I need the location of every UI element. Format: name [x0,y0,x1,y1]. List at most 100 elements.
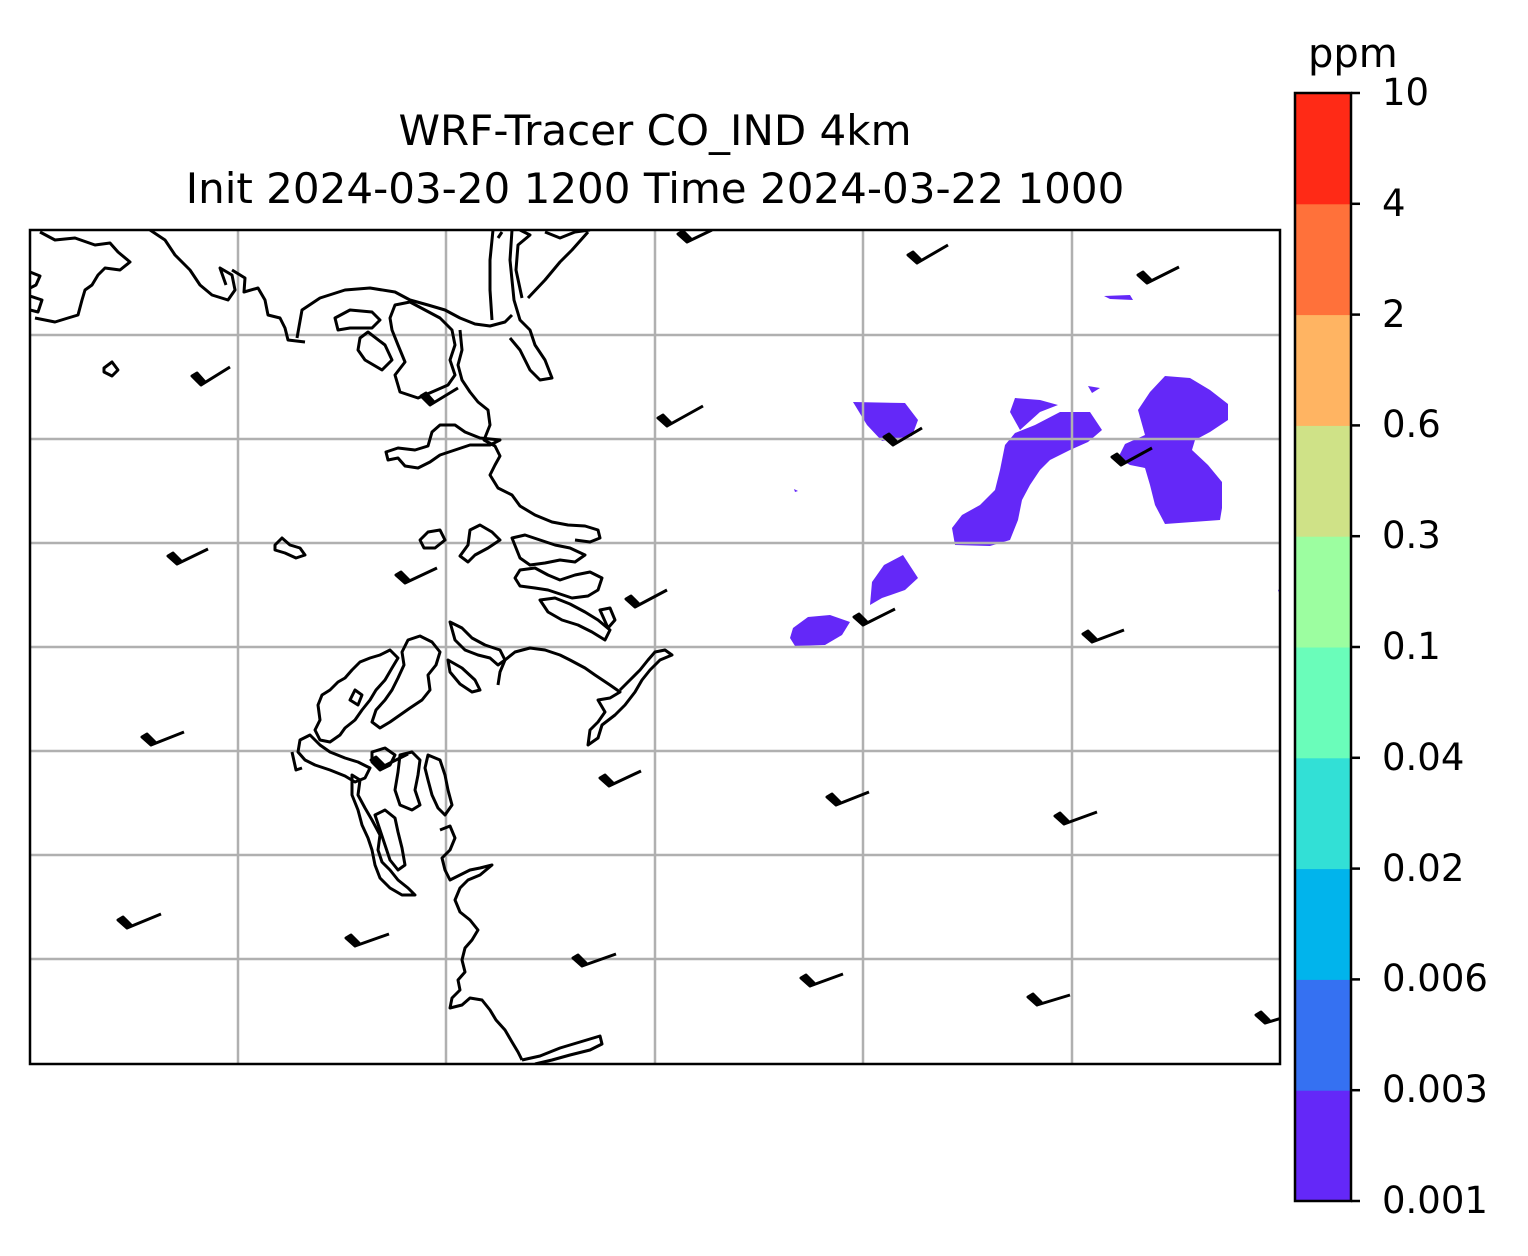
coastline [510,533,587,567]
wind-barb [1081,628,1125,644]
plume-patch [1010,398,1058,430]
colorbar-bin [1295,868,1351,980]
wind-barb [419,386,459,407]
coastline [448,620,507,667]
coastline [384,423,502,470]
wind-barb [166,547,209,566]
wind-barb [369,752,409,770]
colorbar-tick-label: 0.003 [1382,1068,1488,1112]
coastlines [30,230,674,1064]
wind-barb [852,607,896,627]
colorbar-tick-label: 0.001 [1382,1179,1488,1222]
coastline [496,659,507,686]
wind-barb [1053,810,1098,826]
wind-barb [571,952,617,968]
colorbar-ticks [1351,91,1360,1203]
coastline [102,360,120,378]
wind-barb [344,932,390,948]
coastline [538,596,612,642]
coastline [458,523,502,564]
wind-barb [799,972,844,988]
coastline [333,308,382,332]
wind-barb [656,404,704,428]
coastline [296,733,372,784]
coastline [456,329,602,544]
colorbar-bin [1295,647,1351,759]
plume-patch [1088,386,1100,393]
colorbar-tick-label: 0.6 [1382,403,1441,447]
plume-patch [870,555,918,605]
wind-barb [825,790,870,807]
colorbar-tick-label: 0.1 [1382,625,1441,668]
wind-barb [882,426,923,447]
coastline [526,231,590,300]
tracer-plumes [790,295,1280,646]
wind-barb [394,566,438,585]
coastline [290,751,303,772]
wind-barb [624,588,668,609]
plume-patch [1118,376,1228,524]
coastline [356,330,394,372]
coastline [508,230,554,382]
map-title-line1: WRF-Tracer CO_IND 4km [398,106,912,155]
coastline [388,300,457,400]
wind-barbs [116,230,1280,1025]
wind-barb [116,912,162,930]
coastline [30,270,42,290]
wind-barb [1136,265,1180,285]
plume-patch [853,402,918,441]
map-title-line2: Init 2024-03-20 1200 Time 2024-03-22 100… [185,164,1125,213]
wind-barb [1254,1010,1280,1025]
coastline [513,566,604,600]
coastline [348,688,364,707]
colorbar-tick-label: 0.006 [1382,957,1488,1001]
wind-barb [190,365,231,387]
plume-patch [790,615,850,646]
colorbar [1295,93,1351,1202]
wind-barb [140,730,185,747]
colorbar-tick-label: 0.04 [1382,735,1465,779]
coastline [34,230,132,324]
coastline [446,658,482,694]
coastline [273,536,307,560]
coastline [598,606,617,630]
coastline [439,824,524,1061]
colorbar-bin [1295,425,1351,537]
coastline [370,634,442,730]
plume-patch [1104,295,1133,300]
coastline [373,808,407,872]
coastline [30,294,44,314]
colorbar-bin [1295,314,1351,426]
map-grid [30,230,1280,1064]
coastline [521,1034,604,1064]
colorbar-unit-label: ppm [1308,31,1398,77]
colorbar-tick-label: 2 [1382,292,1406,336]
plume-patch [952,412,1102,546]
coastline [423,753,454,817]
coastline [504,646,674,747]
colorbar-bin [1295,757,1351,870]
plume-patch [794,489,798,492]
wind-barb [598,769,642,788]
coastline [393,750,422,812]
colorbar-bin [1295,536,1351,648]
colorbar-bin [1295,203,1351,316]
wind-barb [1026,992,1071,1007]
colorbar-tick-label: 10 [1382,71,1430,114]
colorbar-tick-label: 4 [1382,181,1406,225]
colorbar-bin [1295,1090,1351,1202]
map-plot-area [30,230,1280,1064]
map-frame [28,228,1282,1066]
wind-barb [1110,446,1153,467]
coastline [231,268,306,344]
wind-barb [676,230,713,244]
wind-barb [906,243,949,265]
colorbar-bin [1295,979,1351,1091]
colorbar-bin [1295,93,1351,205]
coastline [496,230,532,299]
coastline [149,230,237,302]
colorbar-tick-label: 0.3 [1382,514,1441,558]
coastline [350,773,417,897]
coastline [418,528,447,550]
